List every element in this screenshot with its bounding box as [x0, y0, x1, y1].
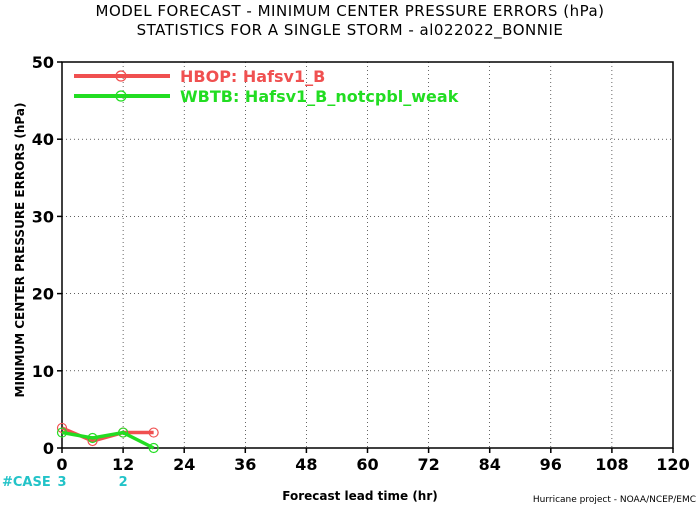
y-tick-label: 10	[32, 362, 54, 381]
x-tick-label: 84	[479, 455, 501, 474]
data-point-1	[117, 427, 129, 438]
chart-subtitle: STATISTICS FOR A SINGLE STORM - al022022…	[137, 21, 564, 40]
case-count: 2	[119, 475, 128, 490]
y-axis-label: MINIMUM CENTER PRESSURE ERRORS (hPa)	[13, 103, 27, 398]
legend-entry-1: WBTB: Hafsv1_B_notcpbl_weak	[180, 87, 459, 106]
series-line-1	[61, 430, 155, 450]
x-tick-label: 0	[56, 455, 67, 474]
data-point-1	[87, 432, 98, 444]
y-tick-label: 50	[32, 53, 54, 72]
x-axis-ticks: 0 12 24 36 48 60 72 84 96 108 120	[56, 448, 690, 474]
data-point-1	[56, 427, 68, 438]
y-axis-ticks: 0 10 20 30 40 50	[32, 53, 62, 458]
y-tick-label: 30	[32, 207, 54, 226]
x-axis-label: Forecast lead time (hr)	[282, 489, 438, 503]
x-tick-label: 24	[173, 455, 195, 474]
x-tick-label: 36	[234, 455, 256, 474]
x-tick-label: 12	[112, 455, 134, 474]
case-counts: #CASE 3 2	[2, 475, 128, 490]
y-tick-label: 20	[32, 285, 54, 304]
y-tick-label: 0	[43, 439, 54, 458]
data-point-0	[56, 422, 68, 434]
legend-swatch-marker	[115, 90, 127, 102]
series-group	[56, 422, 159, 454]
data-point-0	[148, 427, 159, 438]
grid	[62, 62, 673, 448]
x-tick-label: 72	[417, 455, 439, 474]
legend-entry-0: HBOP: Hafsv1_B	[180, 67, 325, 86]
x-tick-label: 60	[356, 455, 378, 474]
case-label: #CASE	[2, 475, 51, 490]
x-tick-label: 108	[595, 455, 628, 474]
x-tick-label: 96	[540, 455, 562, 474]
data-point-1	[148, 442, 159, 454]
x-tick-label: 120	[656, 455, 689, 474]
credit-text: Hurricane project - NOAA/NCEP/EMC	[533, 495, 696, 505]
y-tick-label: 40	[32, 130, 54, 149]
x-tick-label: 48	[295, 455, 317, 474]
case-count: 3	[57, 475, 66, 490]
chart-title: MODEL FORECAST - MINIMUM CENTER PRESSURE…	[96, 2, 605, 20]
legend-swatch-marker	[115, 70, 127, 82]
